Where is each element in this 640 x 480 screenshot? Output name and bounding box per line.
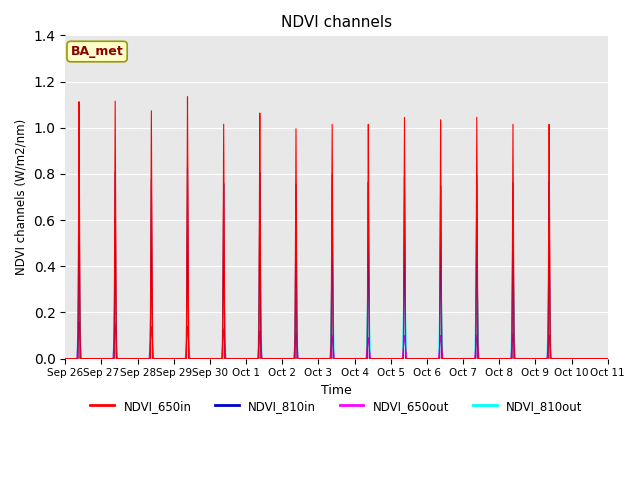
Title: NDVI channels: NDVI channels xyxy=(281,15,392,30)
X-axis label: Time: Time xyxy=(321,384,352,397)
Legend: NDVI_650in, NDVI_810in, NDVI_650out, NDVI_810out: NDVI_650in, NDVI_810in, NDVI_650out, NDV… xyxy=(86,395,588,417)
Text: BA_met: BA_met xyxy=(70,45,124,58)
Y-axis label: NDVI channels (W/m2/nm): NDVI channels (W/m2/nm) xyxy=(15,119,28,275)
